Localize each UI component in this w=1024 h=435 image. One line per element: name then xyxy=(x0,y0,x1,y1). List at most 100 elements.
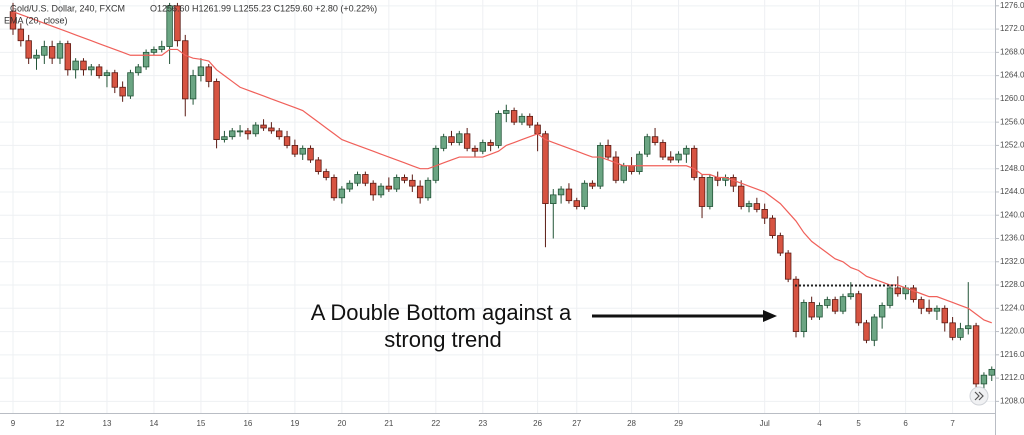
candle-body xyxy=(111,72,118,88)
candle-body xyxy=(244,130,252,135)
candle-body xyxy=(197,66,205,77)
candle-body xyxy=(393,177,400,190)
chart-title: Gold/U.S. Dollar, 240, FXCM xyxy=(10,3,125,13)
candle-body xyxy=(636,153,643,172)
candle-body xyxy=(659,142,667,158)
candle-body xyxy=(119,86,126,97)
candle-body xyxy=(95,66,103,77)
ohlc-summary: O1256.60 H1261.99 L1255.23 C1259.60 +2.8… xyxy=(150,3,377,13)
candle-body xyxy=(252,124,259,135)
x-tick-label: 6 xyxy=(903,419,908,428)
annotation-line: strong trend xyxy=(384,327,501,352)
plot xyxy=(9,2,995,396)
candle-body xyxy=(620,165,627,181)
y-tick-label: 1264.00 xyxy=(1000,71,1024,80)
candle-body xyxy=(25,40,32,59)
candle-body xyxy=(808,302,815,318)
y-tick-label: 1220.00 xyxy=(1000,327,1024,336)
x-tick-label: 26 xyxy=(533,419,542,428)
candle-body xyxy=(691,147,698,178)
candle-body xyxy=(878,304,886,318)
candle-body xyxy=(839,296,847,312)
candle-body xyxy=(730,177,737,187)
x-tick-label: 9 xyxy=(11,419,16,428)
candle-body xyxy=(479,142,486,152)
candle-body xyxy=(158,46,165,50)
y-tick-label: 1244.00 xyxy=(1000,187,1024,196)
candle-body xyxy=(557,188,565,196)
candle-body xyxy=(683,147,690,155)
candle-body xyxy=(628,165,635,172)
candle-body xyxy=(72,60,79,71)
candle-body xyxy=(166,5,173,47)
candle-body xyxy=(354,174,361,184)
candle-body xyxy=(135,66,142,74)
candle-body xyxy=(573,200,580,207)
candle-body xyxy=(925,307,933,312)
candle-body xyxy=(698,177,706,207)
candle-body xyxy=(409,179,416,187)
candle-body xyxy=(221,136,228,141)
candle-body xyxy=(322,171,330,178)
y-tick-label: 1232.00 xyxy=(1000,257,1024,266)
candle-body xyxy=(863,322,870,341)
x-tick-label: 12 xyxy=(56,419,65,428)
x-tick-label: 29 xyxy=(674,419,683,428)
candle-body xyxy=(307,147,314,161)
candle-body xyxy=(597,145,604,187)
candle-body xyxy=(855,293,862,324)
x-tick-label: 13 xyxy=(103,419,112,428)
candle-body xyxy=(589,182,596,187)
indicator-label: EMA (20, close) xyxy=(4,15,68,25)
y-tick-label: 1248.00 xyxy=(1000,164,1024,173)
candle-body xyxy=(965,325,972,330)
candle-body xyxy=(941,307,948,324)
x-tick-label: 14 xyxy=(149,419,158,428)
candle-body xyxy=(64,43,72,71)
grid xyxy=(0,0,995,413)
x-tick-label: 5 xyxy=(856,419,861,428)
y-tick-label: 1256.00 xyxy=(1000,117,1024,126)
x-tick-label: 16 xyxy=(243,419,252,428)
candle-body xyxy=(816,304,823,318)
candle-body xyxy=(495,113,502,146)
candle-body xyxy=(894,287,901,295)
y-tick-label: 1252.00 xyxy=(1000,141,1024,150)
candle-body xyxy=(910,287,917,300)
candle-body xyxy=(792,278,800,332)
candle-body xyxy=(142,51,150,68)
scroll-icon[interactable] xyxy=(974,391,984,401)
candle-body xyxy=(972,325,980,385)
candle-body xyxy=(416,185,424,199)
candle-body xyxy=(933,307,941,312)
y-tick-label: 1224.00 xyxy=(1000,303,1024,312)
candle-body xyxy=(612,156,620,181)
candle-body xyxy=(456,133,463,143)
x-tick-label: 21 xyxy=(384,419,393,428)
candle-body xyxy=(824,299,831,306)
candle-body xyxy=(644,136,651,155)
candle-body xyxy=(581,182,588,207)
candle-body xyxy=(542,133,549,204)
candle-body xyxy=(276,130,283,138)
candle-body xyxy=(346,182,353,190)
candle-body xyxy=(103,72,111,77)
candle-body xyxy=(424,179,432,199)
candle-body xyxy=(33,54,40,59)
candle-body xyxy=(510,110,518,123)
scroll-button[interactable] xyxy=(969,386,989,406)
candle-body xyxy=(174,5,181,42)
candle-body xyxy=(448,136,455,143)
candle-body xyxy=(369,182,377,196)
y-tick-label: 1216.00 xyxy=(1000,350,1024,359)
candle-body xyxy=(777,235,784,254)
candle-body xyxy=(283,136,291,146)
candle-body xyxy=(229,130,236,138)
candle-body xyxy=(377,185,385,196)
x-tick-label: 20 xyxy=(337,419,346,428)
candle-body xyxy=(315,159,322,172)
x-tick-label: 28 xyxy=(627,419,636,428)
